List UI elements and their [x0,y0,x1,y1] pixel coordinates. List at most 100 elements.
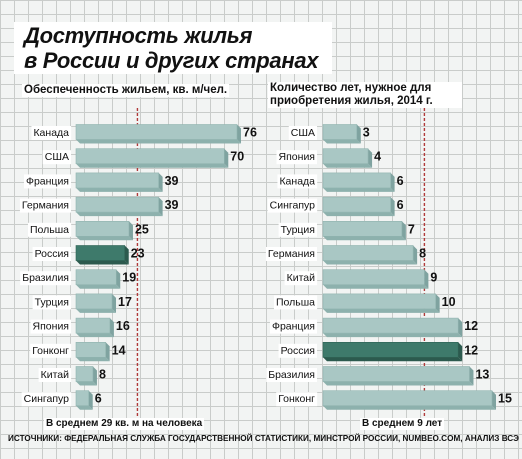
left-category-label-bg [42,150,71,165]
left-bar-side [109,318,114,338]
left-value-label: 19 [122,271,136,285]
chart-title-line-2: в России и других странах [24,48,319,73]
right-value-label: 7 [408,222,415,236]
left-average-note: В среднем 29 кв. м на человека [44,418,205,430]
right-value-label: 10 [442,295,456,309]
right-category-label-bg [269,319,317,334]
left-value-label: 39 [165,174,179,188]
right-category-label: Китай [287,272,316,284]
right-category-label: Польша [276,296,315,308]
right-category-label-bg [265,247,317,261]
right-category-label-bg [266,368,317,382]
right-average-note: В среднем 9 лет [360,418,445,430]
right-bar-bottom [323,333,463,338]
right-bar-bottom [323,260,418,265]
right-bar-bottom [323,405,496,410]
right-bar-bottom [323,139,361,144]
left-value-label: 14 [112,343,126,357]
left-bar-bottom [76,163,229,168]
left-bar [75,366,94,382]
right-bar-bottom [323,381,474,386]
left-category-label: Польша [30,224,69,236]
right-category-label: Канада [279,175,315,187]
right-category-label-bg [276,150,317,165]
right-bar [322,172,391,189]
left-category-label-bg [30,319,71,334]
right-value-label: 15 [498,392,512,406]
left-bar-side [158,172,163,192]
left-value-label: 16 [116,319,130,333]
right-category-label: Бразилия [268,369,315,381]
left-category-label: Бразилия [22,272,69,284]
left-bar [75,293,113,310]
left-category-label: Гонконг [32,345,69,357]
right-value-label: 12 [464,319,478,333]
left-bar [75,221,130,237]
left-value-label: 8 [99,368,106,382]
left-category-label-bg [31,126,72,140]
right-category-label-bg [276,392,318,407]
left-bar-bottom [76,260,129,265]
right-bar-bottom [323,357,463,362]
right-bar-bottom [323,163,373,168]
left-bar [75,390,90,407]
right-value-label: 4 [374,150,381,164]
left-bar-bottom [76,381,97,386]
left-bar-side [237,124,241,144]
right-bar-bottom [323,187,395,192]
right-bar-side [492,390,496,410]
left-category-label-bg [21,392,72,407]
right-bar-side [390,197,395,217]
left-value-label: 76 [243,126,257,140]
left-bar-side [128,221,133,241]
right-bar [322,293,436,310]
left-category-label: Сингапур [24,393,70,405]
right-bar [322,196,391,213]
source-note: ИСТОЧНИКИ: ФЕДЕРАЛЬНАЯ СЛУЖБА ГОСУДАРСТВ… [0,434,522,443]
left-bar [75,172,159,189]
chart-title-line-1: Доступность жилья [24,23,253,48]
right-category-label: Сингапур [270,200,316,212]
right-value-label: 8 [419,247,426,261]
left-bar-bottom [76,308,117,313]
right-category-label: Япония [279,151,315,163]
right-bar [322,269,425,286]
left-category-label: Турция [35,296,69,308]
right-bar-side [469,366,474,386]
right-bar [322,366,470,382]
left-bar-side [224,148,229,168]
right-bar [322,221,403,237]
left-bar-side [112,293,117,313]
right-category-label-bg [277,174,318,189]
left-bar-side [158,197,163,217]
left-bar-bottom [76,357,110,362]
right-bar-side [424,269,429,289]
right-category-label: Гонконг [278,393,315,405]
right-bar-side [458,342,463,362]
right-bar [322,148,369,164]
left-bar-bottom [76,212,163,217]
left-bar [75,196,159,213]
left-bar [75,269,117,286]
title-block: Доступность жилья в России и других стра… [14,22,332,74]
left-category-label: США [45,151,69,163]
right-chart-subtitle: Количество лет, нужное для приобретения … [268,82,462,108]
left-category-label: Франция [26,175,69,187]
right-category-label: США [291,127,315,139]
left-bar-bottom [76,187,163,192]
left-value-label: 17 [118,295,132,309]
left-bar [75,148,225,164]
left-bar-side [116,269,121,289]
right-bar-side [356,124,361,144]
right-category-label-bg [288,126,317,140]
right-category-label: Турция [281,224,315,236]
left-category-label: Китай [41,369,70,381]
left-category-label-bg [23,174,71,189]
left-value-label: 70 [230,150,244,164]
left-value-label: 25 [135,222,149,236]
left-bar-side [92,366,97,386]
left-bar [75,341,106,358]
left-value-label: 39 [165,198,179,212]
